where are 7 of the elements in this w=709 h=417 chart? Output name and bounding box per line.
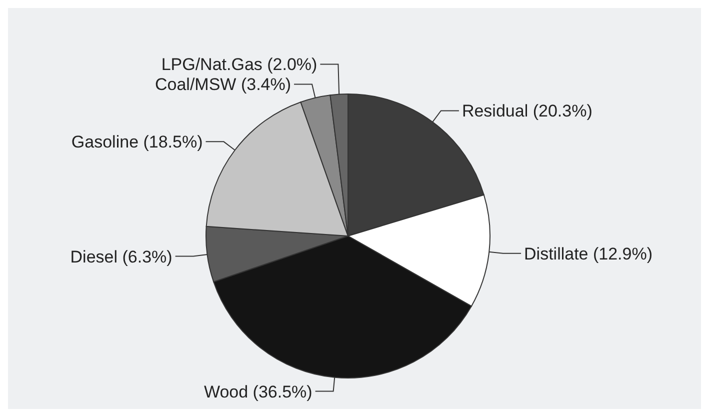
slice-label: Residual (20.3%) [462,102,592,121]
slice-label: Wood (36.5%) [204,382,312,402]
slice-label: Coal/MSW (3.4%) [154,75,292,94]
slice-label: Distillate (12.9%) [524,244,653,264]
slice-label: Diesel (6.3%) [70,247,172,266]
slice-label: LPG/Nat.Gas (2.0%) [161,55,318,74]
slice-label: Gasoline (18.5%) [71,132,203,152]
